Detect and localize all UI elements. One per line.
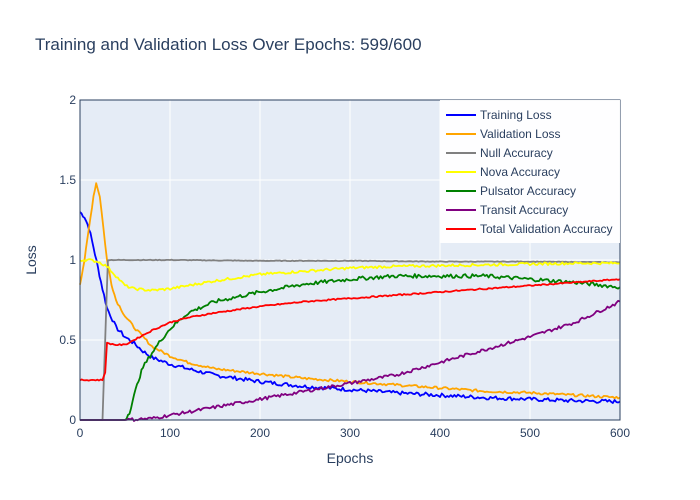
series-line-pulsator-accuracy [80,273,621,421]
x-axis-title: Epochs [327,450,374,466]
x-tick-label: 400 [430,426,450,440]
y-tick-label: 0.5 [59,333,76,347]
legend-item-label: Training Loss [480,108,552,122]
legend-item-label: Total Validation Accuracy [480,222,613,236]
y-axis-title: Loss [23,245,39,275]
series-line-null-accuracy [80,258,620,421]
plot-frame [79,99,621,421]
x-tick-label: 500 [520,426,540,440]
tick-labels: 0 100 200 300 400 500 600 0 0.5 1 1.5 2 [59,93,630,440]
series-line-nova-accuracy [79,258,621,292]
legend-item-label: Validation Loss [480,127,561,141]
series-line-training-loss [79,211,621,404]
y-tick-label: 1 [69,253,76,267]
axes [79,99,621,421]
x-tick-label: 200 [250,426,270,440]
chart-title: Training and Validation Loss Over Epochs… [35,35,422,54]
series-layer [79,182,621,422]
x-tick-label: 0 [77,426,84,440]
x-tick-label: 300 [340,426,360,440]
x-tick-label: 600 [610,426,630,440]
y-tick-label: 0 [69,413,76,427]
legend-item-label: Null Accuracy [480,146,553,160]
series-line-transit-accuracy [80,299,621,422]
series-line-validation-loss [79,182,621,400]
legend-item-label: Nova Accuracy [480,165,560,179]
series-line-total-validation-accuracy [79,278,621,382]
x-tick-label: 100 [160,426,180,440]
y-tick-label: 1.5 [59,173,76,187]
legend: Training Loss Validation Loss Null Accurac… [440,100,620,243]
y-tick-label: 2 [69,93,76,107]
legend-item-label: Transit Accuracy [480,203,568,217]
legend-item-label: Pulsator Accuracy [480,184,576,198]
